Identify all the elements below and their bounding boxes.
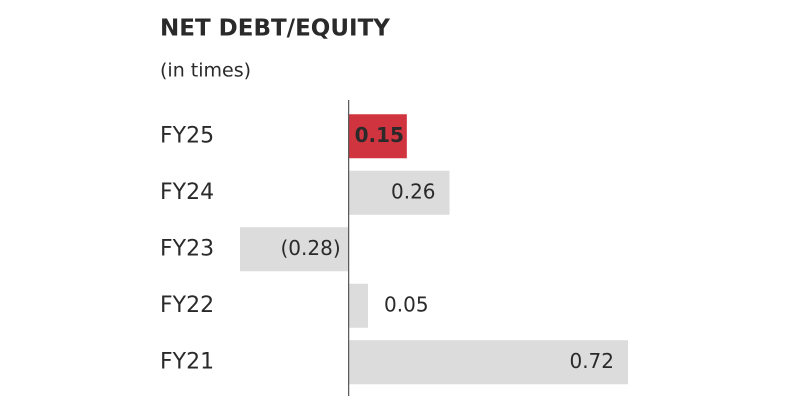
category-label: FY24 — [160, 180, 214, 205]
category-label: FY22 — [160, 293, 214, 318]
value-label: 0.72 — [569, 349, 614, 373]
bar — [348, 283, 369, 328]
bar — [348, 170, 450, 215]
value-label: (0.28) — [280, 236, 340, 260]
value-label: 0.15 — [355, 123, 404, 147]
category-label: FY25 — [160, 123, 214, 148]
value-label: 0.05 — [384, 292, 429, 316]
bar — [240, 227, 349, 272]
chart-subtitle: (in times) — [160, 60, 251, 82]
chart-title: NET DEBT/EQUITY — [160, 16, 390, 42]
bar — [348, 114, 407, 159]
category-label: FY23 — [160, 236, 214, 261]
bar — [348, 340, 628, 385]
category-label: FY21 — [160, 349, 214, 374]
value-label: 0.26 — [391, 179, 436, 203]
